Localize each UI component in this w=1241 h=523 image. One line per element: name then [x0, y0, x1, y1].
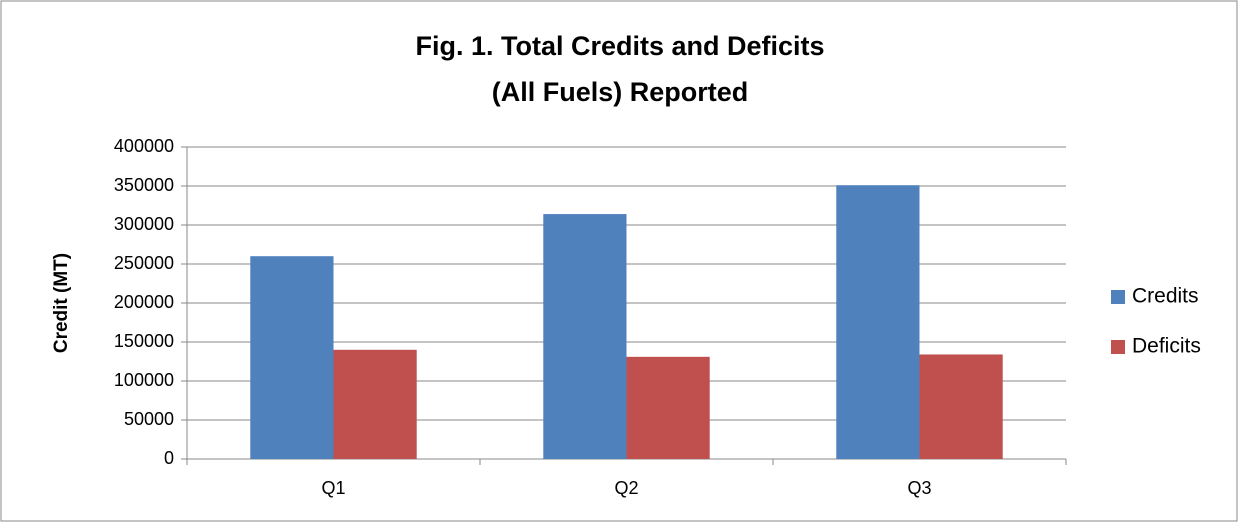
y-tick-label: 250000 [114, 253, 174, 273]
chart-title: Fig. 1. Total Credits and Deficits [415, 31, 824, 61]
bar [250, 256, 334, 459]
bar [333, 349, 417, 459]
legend-label: Credits [1132, 285, 1199, 308]
x-tick-label: Q1 [321, 478, 345, 498]
x-tick-label: Q2 [614, 478, 638, 498]
y-tick-label: 150000 [114, 331, 174, 351]
y-tick-label: 350000 [114, 175, 174, 195]
y-axis-label: Credit (MT) [51, 253, 72, 353]
bar [543, 214, 627, 459]
chart-title: (All Fuels) Reported [492, 77, 749, 107]
legend-swatch [1111, 340, 1125, 354]
y-tick-label: 400000 [114, 136, 174, 156]
y-tick-label: 0 [164, 448, 174, 468]
legend-label: Deficits [1132, 335, 1201, 358]
y-tick-label: 100000 [114, 370, 174, 390]
y-tick-label: 200000 [114, 292, 174, 312]
bar [626, 356, 710, 459]
x-tick-label: Q3 [907, 478, 931, 498]
bar [836, 185, 920, 459]
legend-swatch [1111, 290, 1125, 304]
y-tick-label: 50000 [124, 409, 174, 429]
bar [919, 354, 1003, 459]
y-tick-label: 300000 [114, 214, 174, 234]
